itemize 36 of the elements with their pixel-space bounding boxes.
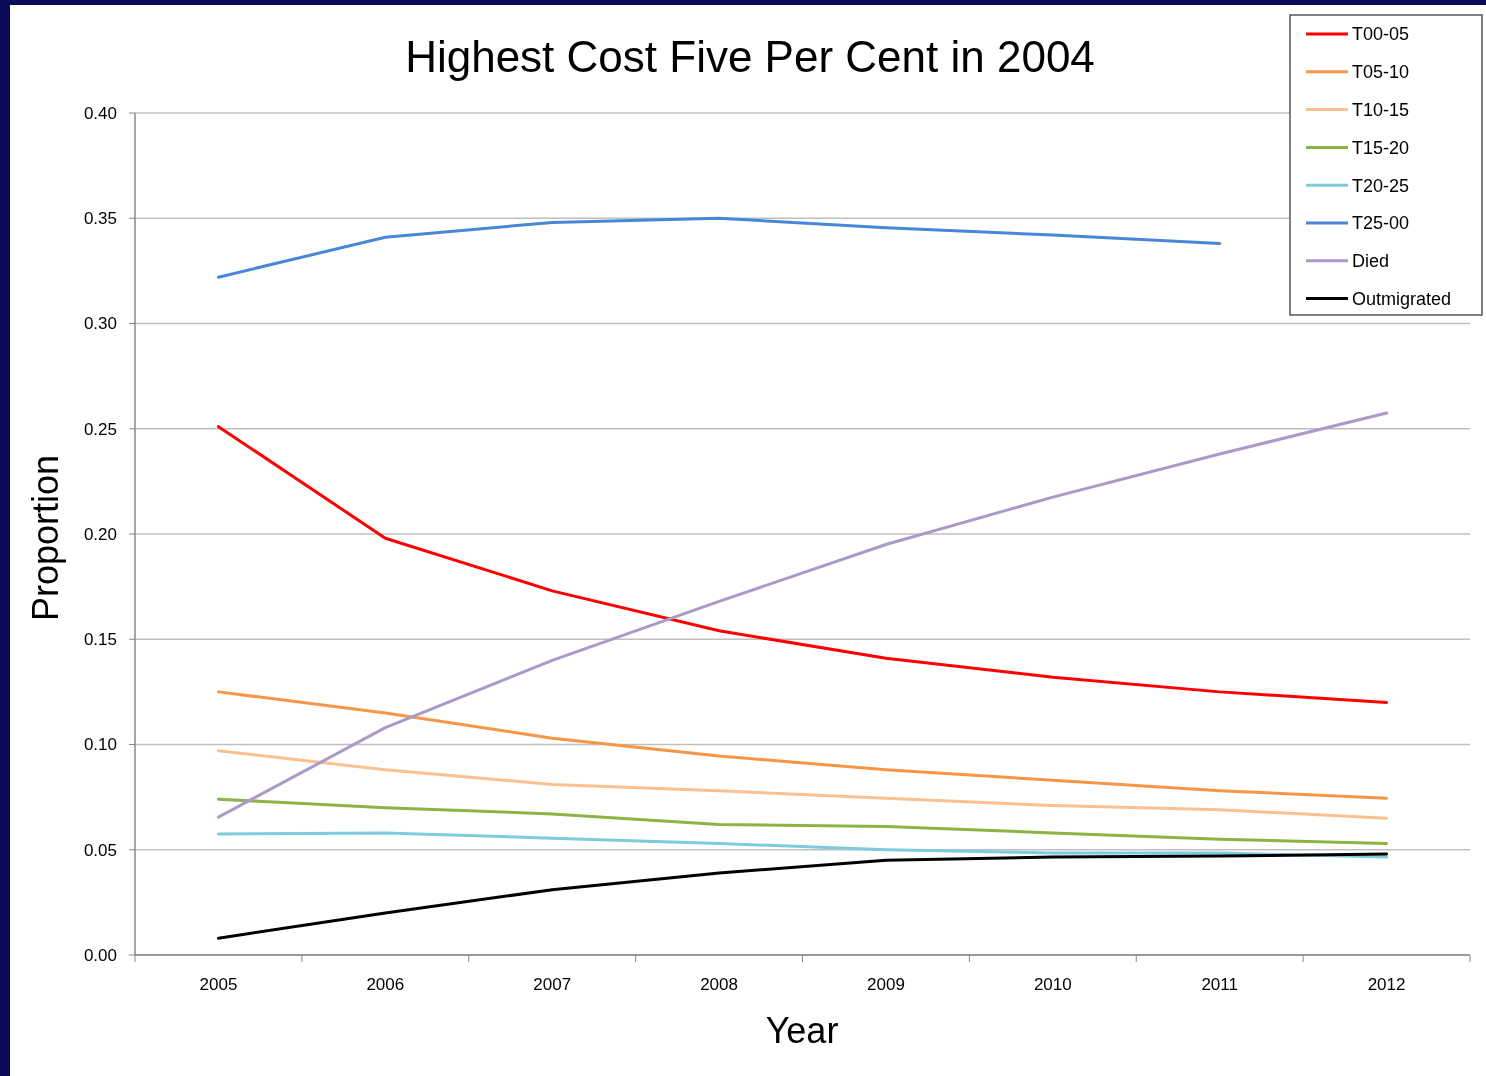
x-tick-label: 2012 <box>1367 975 1406 994</box>
line-series <box>216 690 1389 800</box>
line-series <box>216 411 1389 819</box>
line-series <box>216 797 1389 845</box>
x-tick-label: 2009 <box>867 975 905 994</box>
x-tick-label: 2010 <box>1033 975 1072 994</box>
y-tick-label: 0.05 <box>83 840 117 860</box>
line-series <box>216 216 1222 279</box>
y-tick-label: 0.00 <box>83 945 117 965</box>
legend-label: T10-15 <box>1352 99 1410 120</box>
x-tick-label: 2007 <box>533 975 572 994</box>
legend-label: T20-25 <box>1352 175 1410 196</box>
y-tick-label: 0.30 <box>83 314 117 334</box>
y-tick-label: 0.20 <box>83 524 117 544</box>
legend-label: T25-00 <box>1352 213 1410 234</box>
x-tick-label: 2008 <box>700 975 738 994</box>
line-series <box>216 425 1389 704</box>
line-series <box>216 831 1389 859</box>
legend-label: T00-05 <box>1352 24 1410 45</box>
y-tick-label: 0.35 <box>83 209 117 229</box>
x-tick-label: 2005 <box>199 975 238 994</box>
legend-label: Died <box>1352 251 1390 272</box>
y-tick-label: 0.40 <box>83 103 117 123</box>
legend-label: Outmigrated <box>1352 288 1452 309</box>
y-axis-title: Proportion <box>25 454 66 622</box>
legend-label: T05-10 <box>1352 62 1410 83</box>
chart-title: Highest Cost Five Per Cent in 2004 <box>405 32 1095 81</box>
y-tick-label: 0.25 <box>83 419 117 439</box>
line-series <box>216 749 1389 820</box>
y-tick-label: 0.10 <box>83 735 117 755</box>
x-tick-label: 2011 <box>1201 975 1238 994</box>
y-tick-label: 0.15 <box>83 630 117 650</box>
x-tick-label: 2006 <box>366 975 405 994</box>
x-axis-title: Year <box>765 1010 839 1051</box>
line-series <box>216 852 1389 940</box>
legend-label: T15-20 <box>1352 137 1410 158</box>
